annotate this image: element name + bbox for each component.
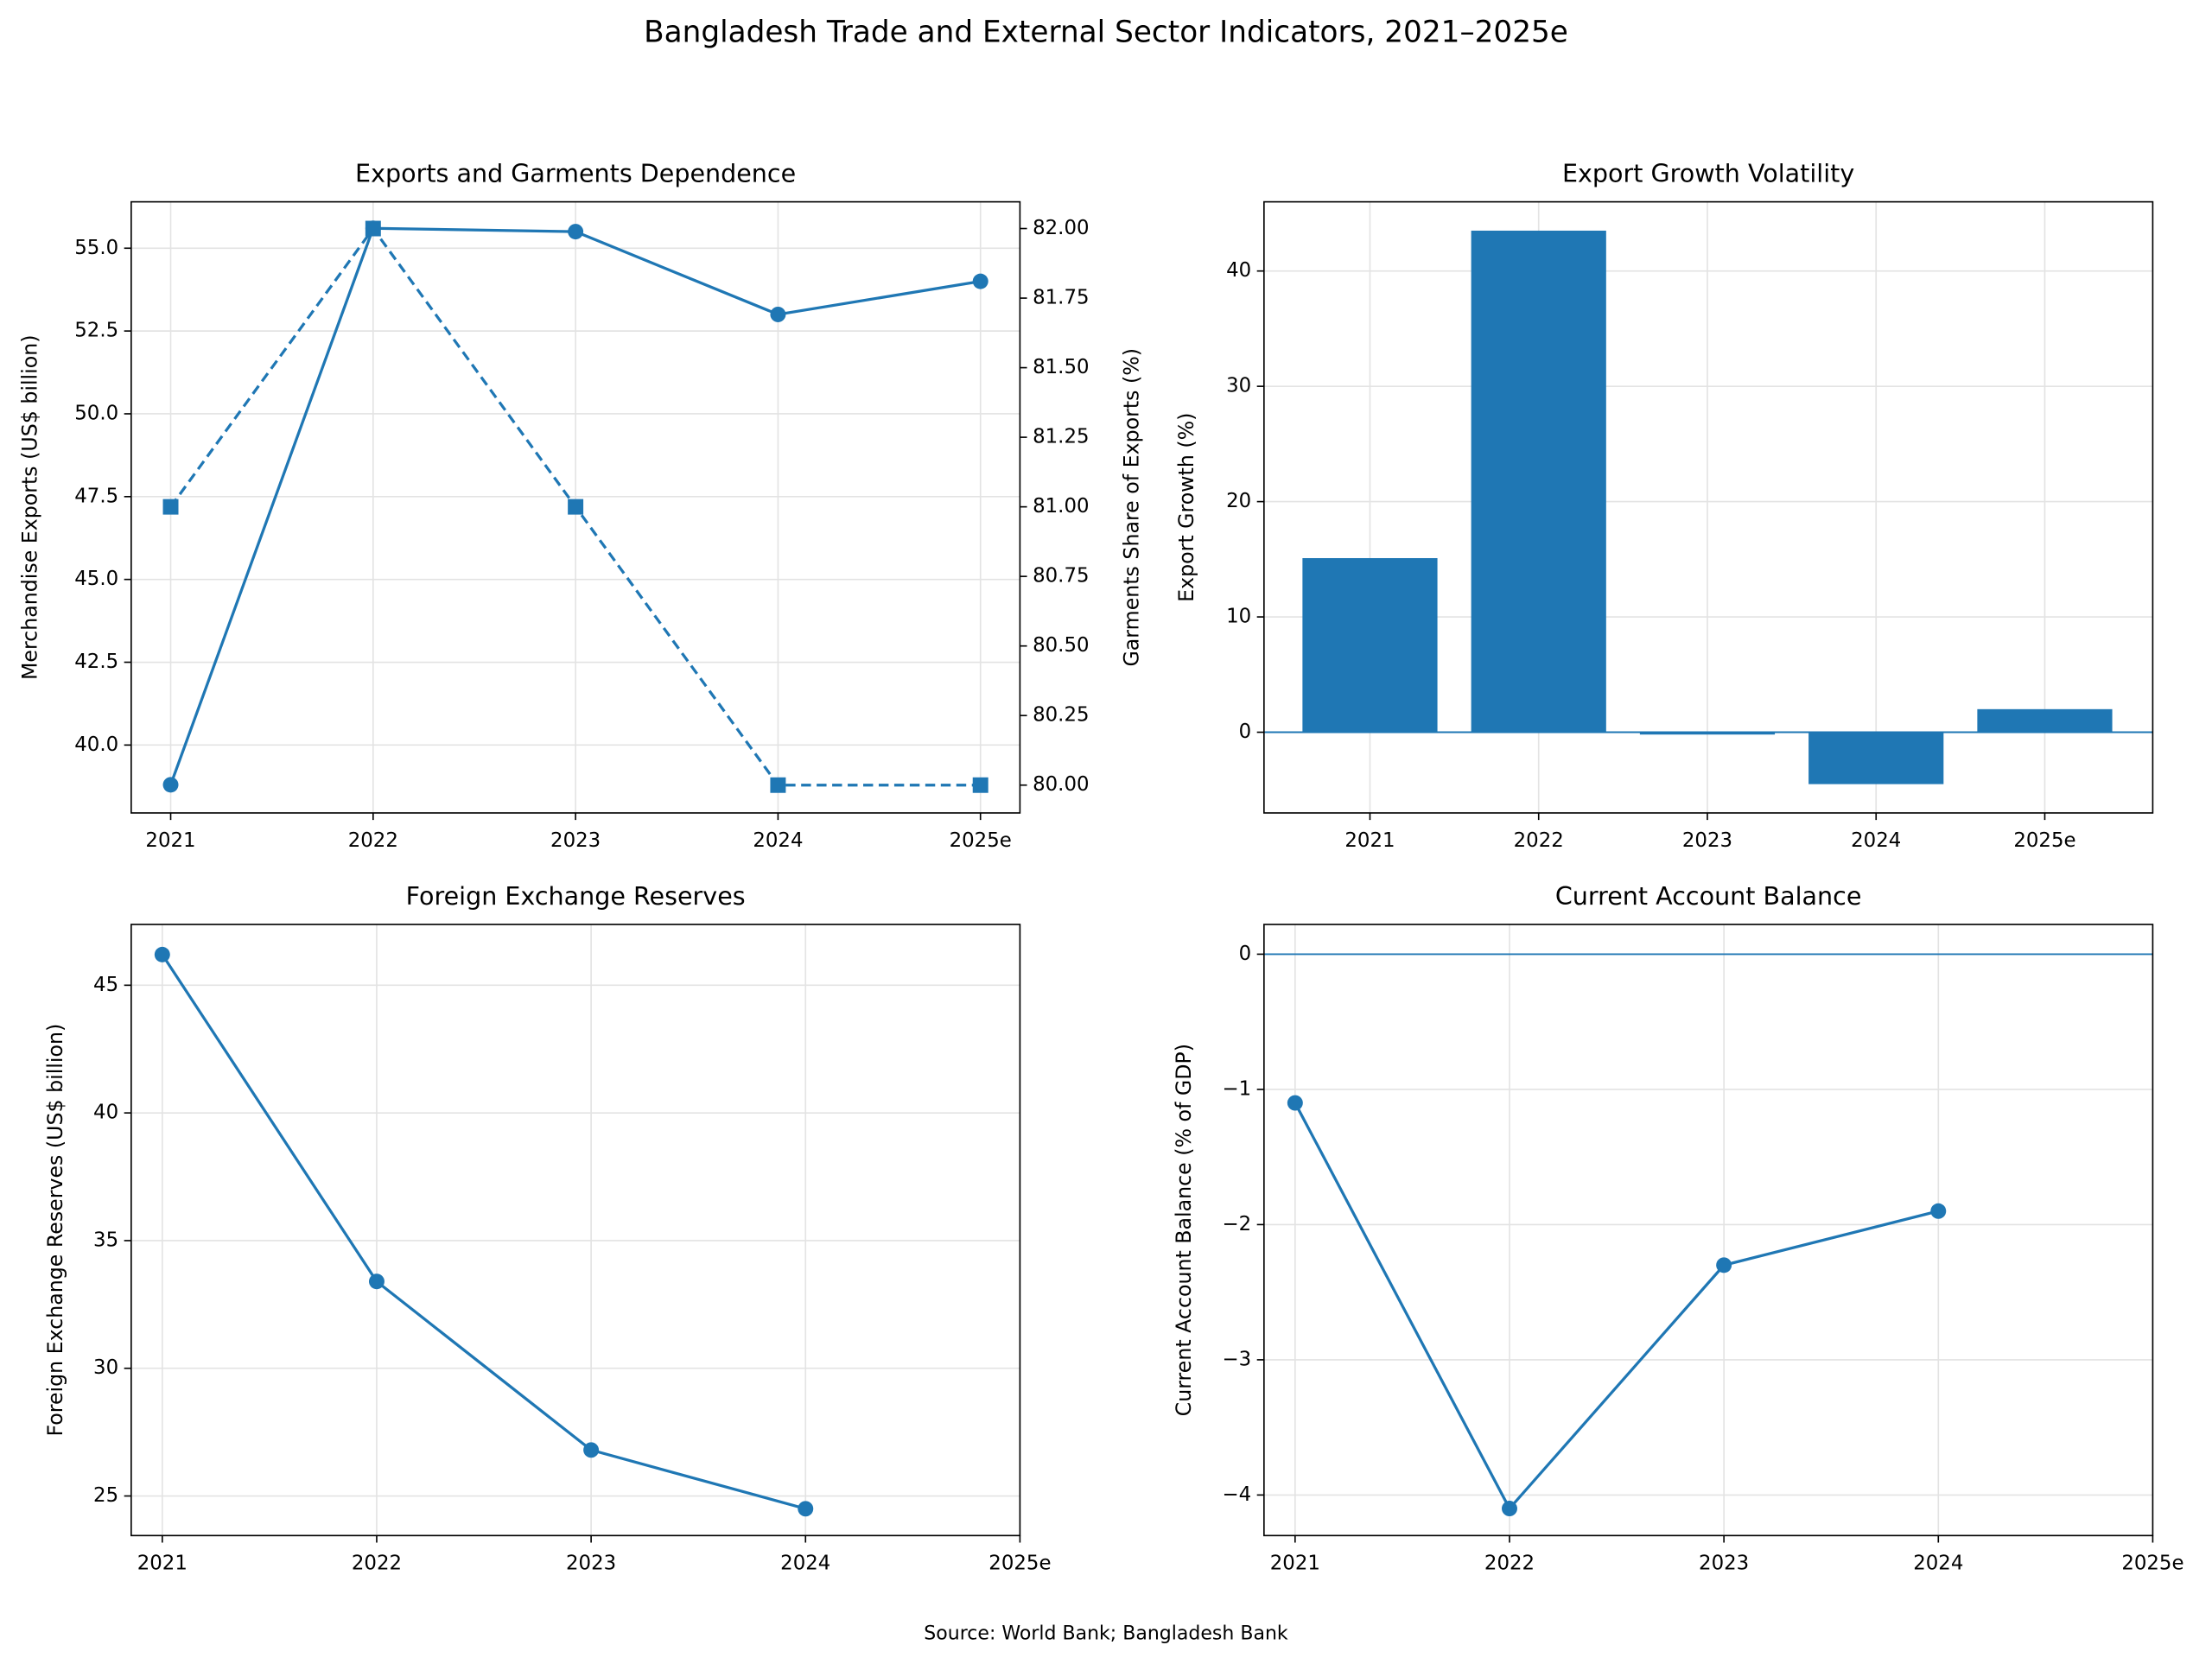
y2-tick-label: 81.75 <box>1033 287 1089 309</box>
y-axis-label: Current Account Balance (% of GDP) <box>1172 1044 1196 1416</box>
y-axis-label: Export Growth (%) <box>1174 413 1198 602</box>
x-tick-label: 2021 <box>1344 829 1395 852</box>
y-tick-label: −1 <box>1222 1077 1251 1100</box>
x-tick-label: 2021 <box>137 1553 188 1575</box>
y2-tick-label: 80.25 <box>1033 704 1089 727</box>
marker <box>1287 1095 1303 1111</box>
y-tick-label: 40 <box>1226 259 1251 282</box>
x-tick-label: 2024 <box>780 1553 830 1575</box>
marker <box>798 1501 814 1517</box>
marker <box>368 1273 385 1290</box>
bar <box>1639 732 1776 735</box>
series-line <box>1294 1102 1939 1511</box>
y-axis-label: Merchandise Exports (US$ billion) <box>17 335 41 680</box>
bar <box>1977 708 2113 733</box>
bar <box>1808 732 1944 784</box>
x-tick-label: 2021 <box>1270 1553 1320 1575</box>
marker <box>568 224 584 240</box>
x-tick-label: 2023 <box>566 1553 616 1575</box>
y-tick-label: 40.0 <box>74 734 118 756</box>
marker <box>770 306 786 322</box>
source-note: Source: World Bank; Bangladesh Bank <box>924 1623 1288 1645</box>
marker <box>365 220 381 237</box>
x-tick-label: 2022 <box>348 829 398 852</box>
y-tick-label: 45.0 <box>74 568 118 590</box>
y-tick-label: 10 <box>1226 606 1251 628</box>
y-tick-label: 0 <box>1239 721 1252 743</box>
bar <box>1302 557 1438 733</box>
x-tick-label: 2021 <box>145 829 195 852</box>
y-tick-label: 25 <box>93 1484 118 1507</box>
y-tick-label: 40 <box>93 1102 118 1124</box>
marker <box>162 499 179 515</box>
y2-tick-label: 82.00 <box>1033 217 1089 239</box>
y-tick-label: 52.5 <box>74 320 118 342</box>
x-tick-label: 2022 <box>1484 1553 1535 1575</box>
x-tick-label: 2025e <box>2013 829 2075 852</box>
y-tick-label: 45 <box>93 974 118 996</box>
subplot-title: Current Account Balance <box>1555 881 1862 911</box>
marker <box>972 273 988 289</box>
subplot-title: Foreign Exchange Reserves <box>406 881 746 911</box>
y2-axis-label: Garments Share of Exports (%) <box>1120 348 1144 667</box>
y-tick-label: 20 <box>1226 490 1251 512</box>
y2-tick-label: 81.50 <box>1033 356 1089 378</box>
subplot-title: Exports and Garments Dependence <box>355 159 796 188</box>
x-tick-label: 2024 <box>1913 1553 1963 1575</box>
marker <box>770 777 786 793</box>
y2-tick-label: 81.25 <box>1033 426 1089 448</box>
x-tick-label: 2025e <box>950 829 1012 852</box>
subplot-title: Export Growth Volatility <box>1562 159 1854 188</box>
y-tick-label: 30 <box>1226 375 1251 397</box>
y2-tick-label: 80.50 <box>1033 634 1089 657</box>
y-tick-label: −3 <box>1222 1348 1251 1370</box>
marker <box>154 946 170 962</box>
figure-title: Bangladesh Trade and External Sector Ind… <box>644 16 1568 50</box>
marker <box>1716 1257 1732 1273</box>
y-tick-label: −4 <box>1222 1483 1251 1506</box>
marker <box>583 1442 600 1458</box>
x-tick-label: 2023 <box>1682 829 1732 852</box>
axes-frame <box>1263 924 2154 1537</box>
y-tick-label: −2 <box>1222 1213 1251 1235</box>
y-tick-label: 50.0 <box>74 402 118 424</box>
x-tick-label: 2022 <box>352 1553 402 1575</box>
series-line <box>161 953 806 1510</box>
x-tick-label: 2023 <box>550 829 601 852</box>
y2-tick-label: 80.75 <box>1033 565 1089 587</box>
x-tick-label: 2025e <box>988 1553 1051 1575</box>
marker <box>972 777 988 793</box>
axes-frame <box>1263 200 2154 814</box>
axes-frame <box>130 200 1021 814</box>
marker <box>1930 1203 1947 1219</box>
marker <box>568 499 584 515</box>
y-tick-label: 42.5 <box>74 651 118 673</box>
axes-frame <box>130 924 1021 1537</box>
x-tick-label: 2024 <box>753 829 803 852</box>
bar <box>1471 230 1606 733</box>
x-tick-label: 2025e <box>2121 1553 2183 1575</box>
y-tick-label: 35 <box>93 1229 118 1251</box>
y2-tick-label: 80.00 <box>1033 773 1089 796</box>
y-tick-label: 55.0 <box>74 237 118 259</box>
x-tick-label: 2023 <box>1699 1553 1749 1575</box>
y-tick-label: 30 <box>93 1356 118 1379</box>
y2-tick-label: 81.00 <box>1033 495 1089 518</box>
x-tick-label: 2022 <box>1514 829 1564 852</box>
marker <box>1502 1501 1517 1517</box>
y-tick-label: 47.5 <box>74 485 118 507</box>
marker <box>162 777 179 793</box>
y-axis-label: Foreign Exchange Reserves (US$ billion) <box>43 1024 67 1437</box>
y-tick-label: 0 <box>1239 943 1252 965</box>
x-tick-label: 2024 <box>1851 829 1901 852</box>
